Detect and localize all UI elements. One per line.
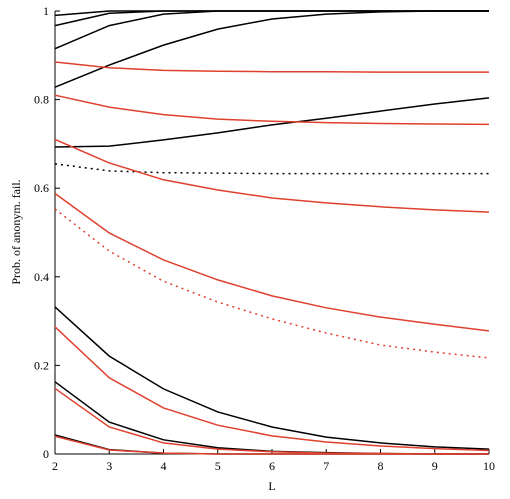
series-line — [54, 192, 490, 332]
series-line — [54, 435, 489, 455]
y-tick-label: 0.8 — [34, 93, 49, 107]
x-tick-label: 7 — [323, 459, 329, 473]
x-axis-label: L — [268, 479, 275, 493]
series-line — [54, 381, 489, 455]
y-tick-label: 0.4 — [34, 270, 49, 284]
series-line — [54, 387, 489, 455]
y-tick-label: 1 — [43, 4, 49, 18]
x-tick-label: 4 — [161, 459, 167, 473]
series-line — [54, 61, 489, 73]
x-tick-label: 10 — [483, 459, 495, 473]
series-line — [54, 306, 490, 450]
y-tick-label: 0.2 — [34, 358, 49, 372]
series-line — [54, 138, 490, 213]
y-tick-label: 0.6 — [34, 181, 49, 195]
series-line — [54, 10, 489, 50]
series-line — [54, 326, 490, 452]
x-tick-label: 3 — [106, 459, 112, 473]
series-line — [54, 10, 489, 88]
series-line — [54, 163, 489, 175]
x-tick-label: 2 — [52, 459, 58, 473]
x-tick-label: 8 — [378, 459, 384, 473]
y-axis-label: Prob. of anonym. fail. — [9, 179, 23, 284]
x-tick-label: 6 — [269, 459, 275, 473]
x-tick-label: 9 — [432, 459, 438, 473]
x-tick-label: 5 — [215, 459, 221, 473]
series-line — [54, 94, 490, 126]
series-line — [54, 208, 490, 359]
series-line — [54, 97, 490, 148]
y-tick-label: 0 — [43, 447, 49, 461]
